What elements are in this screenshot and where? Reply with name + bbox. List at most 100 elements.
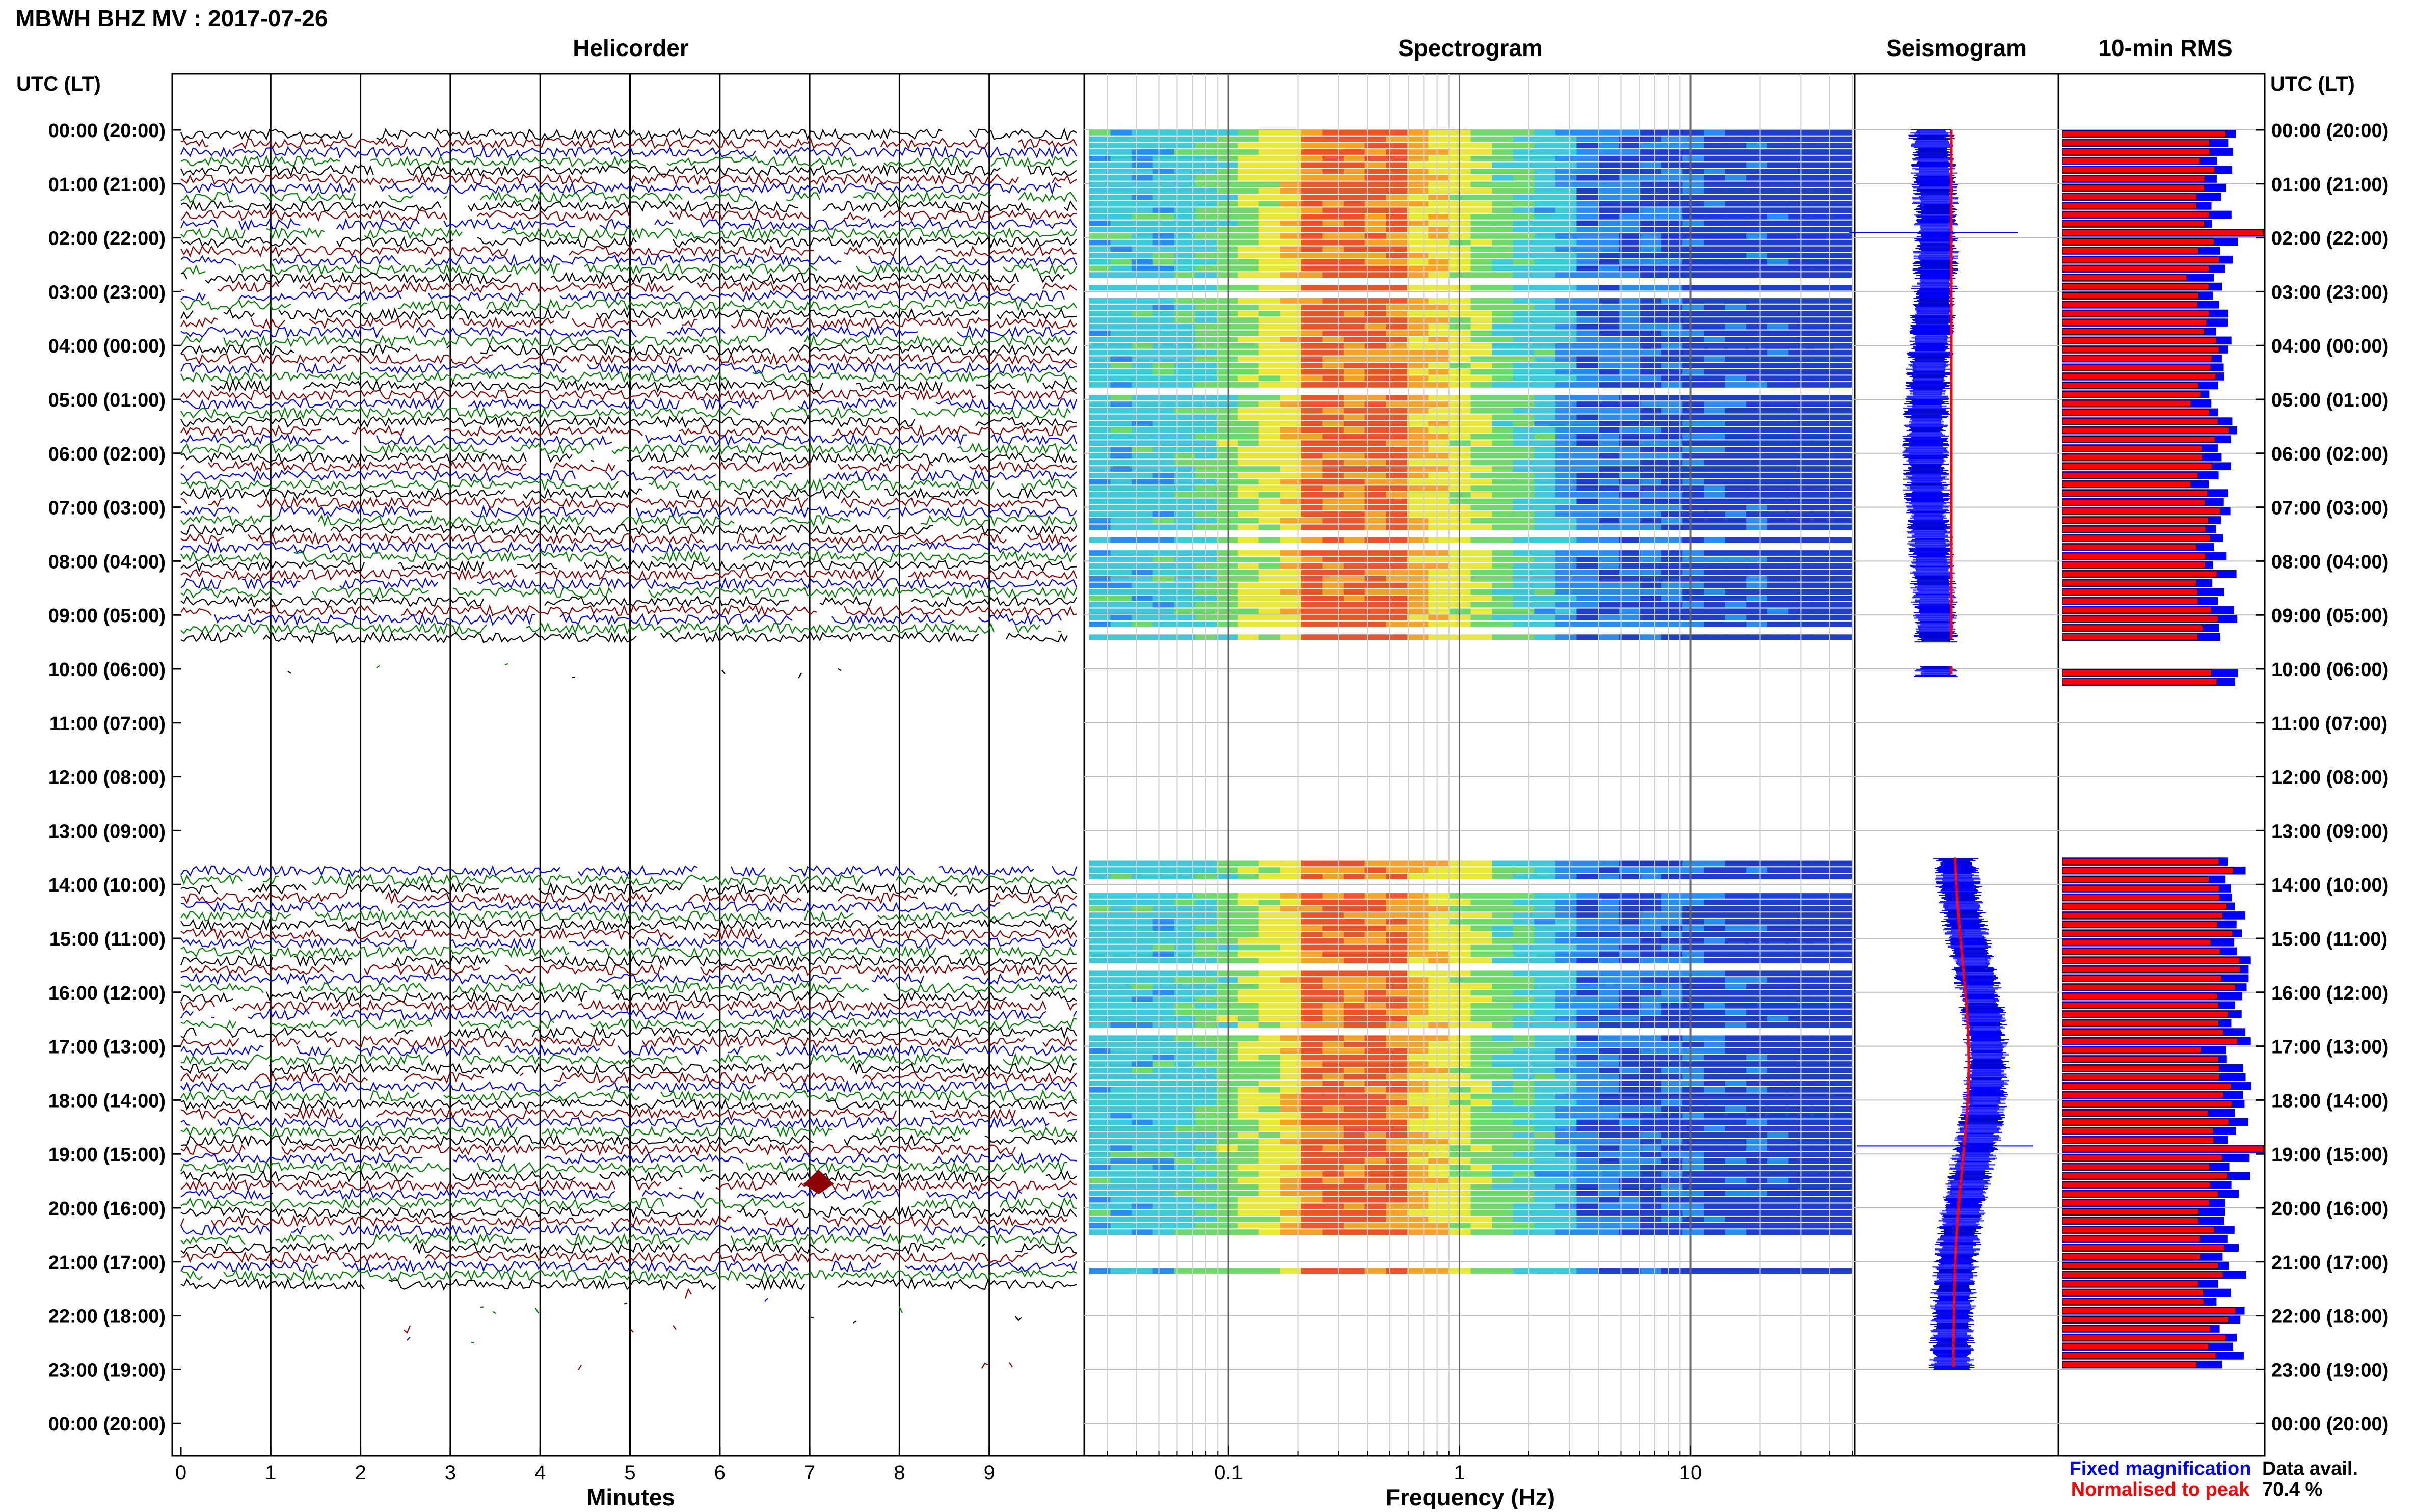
- spectrogram-cell: [1217, 375, 1238, 381]
- spectrogram-cell: [1217, 363, 1238, 368]
- spectrogram-cell: [1153, 1171, 1174, 1177]
- spectrogram-cell: [1301, 440, 1323, 446]
- spectrogram-cell: [1407, 958, 1429, 963]
- helicorder-trace: [856, 264, 979, 274]
- spectrogram-cell: [1619, 1132, 1641, 1138]
- spectrogram-cell: [1555, 453, 1577, 459]
- helicorder-trace: [823, 201, 1031, 211]
- minute-tick-label: 2: [355, 1462, 366, 1484]
- spectrogram-cell: [1598, 1106, 1619, 1112]
- spectrogram-cell: [1301, 1061, 1323, 1067]
- spectrogram-cell: [1217, 971, 1238, 977]
- spectrogram-cell: [1492, 1113, 1513, 1119]
- spectrogram-cell: [1132, 505, 1153, 510]
- spectrogram-cell: [1640, 453, 1661, 459]
- spectrogram-cell: [1619, 900, 1641, 905]
- spectrogram-cell: [1725, 182, 1747, 187]
- spectrogram-cell: [1746, 240, 1767, 246]
- spectrogram-cell: [1259, 1087, 1280, 1093]
- spectrogram-cell: [1598, 369, 1619, 375]
- spectrogram-cell: [1640, 958, 1661, 963]
- spectrogram-cell: [1746, 900, 1767, 905]
- spectrogram-cell: [1450, 996, 1471, 1002]
- spectrogram-cell: [1704, 912, 1725, 918]
- spectrogram-cell: [1555, 479, 1577, 485]
- helicorder-trace: [364, 965, 480, 975]
- spectrogram-cell: [1704, 137, 1725, 142]
- spectrogram-cell: [1576, 492, 1598, 498]
- spectrogram-cell: [1386, 221, 1407, 226]
- spectrogram-cell: [1576, 401, 1598, 407]
- spectrogram-cell: [1450, 1035, 1471, 1041]
- spectrogram-cell: [1471, 466, 1492, 472]
- spectrogram-cell: [1810, 1087, 1831, 1093]
- spectrogram-cell: [1492, 149, 1513, 155]
- spectrogram-cell: [1407, 861, 1429, 867]
- spectrogram-cell: [1640, 557, 1661, 562]
- spectrogram-cell: [1534, 169, 1555, 174]
- spectrogram-cell: [1513, 195, 1535, 200]
- spectrogram-cell: [1725, 311, 1747, 317]
- spectrogram-cell: [1132, 550, 1153, 556]
- helicorder-trace: [526, 624, 994, 634]
- spectrogram-cell: [1471, 576, 1492, 582]
- hour-label-left: 11:00 (07:00): [49, 713, 166, 735]
- spectrogram-cell: [1132, 1074, 1153, 1080]
- spectrogram-cell: [1810, 453, 1831, 459]
- helicorder-trace: [511, 444, 594, 454]
- spectrogram-cell: [1831, 499, 1852, 504]
- spectrogram-cell: [1534, 1068, 1555, 1073]
- spectrogram-cell: [1810, 990, 1831, 996]
- spectrogram-cell: [1238, 188, 1259, 194]
- spectrogram-cell: [1471, 1094, 1492, 1099]
- spectrogram-cell: [1217, 285, 1238, 291]
- spectrogram-cell: [1788, 324, 1810, 330]
- legend-normalised: Normalised to peak: [2071, 1479, 2250, 1500]
- spectrogram-cell: [1682, 305, 1704, 310]
- spectrogram-cell: [1534, 1100, 1555, 1105]
- spectrogram-cell: [1428, 363, 1450, 368]
- spectrogram-cell: [1534, 1145, 1555, 1151]
- spectrogram-cell: [1640, 563, 1661, 569]
- spectrogram-cell: [1831, 253, 1852, 258]
- spectrogram-cell: [1259, 615, 1280, 620]
- spectrogram-cell: [1344, 266, 1365, 272]
- helicorder-trace: [407, 165, 1000, 175]
- spectrogram-cell: [1555, 1035, 1577, 1041]
- spectrogram-cell: [1153, 421, 1174, 426]
- spectrogram-cell: [1534, 563, 1555, 569]
- spectrogram-cell: [1640, 214, 1661, 220]
- spectrogram-cell: [1322, 1081, 1344, 1086]
- spectrogram-cell: [1534, 861, 1555, 867]
- spectrogram-cell: [1682, 874, 1704, 879]
- spectrogram-cell: [1619, 867, 1641, 873]
- spectrogram-cell: [1450, 874, 1471, 879]
- spectrogram-cell: [1217, 622, 1238, 627]
- spectrogram-cell: [1725, 272, 1747, 278]
- spectrogram-cell: [1831, 589, 1852, 595]
- spectrogram-cell: [1704, 182, 1725, 187]
- spectrogram-cell: [1217, 460, 1238, 466]
- spectrogram-cell: [1513, 1126, 1535, 1131]
- spectrogram-cell: [1682, 1158, 1704, 1164]
- spectrogram-cell: [1322, 485, 1344, 491]
- spectrogram-cell: [1831, 1003, 1852, 1009]
- spectrogram-cell: [1831, 149, 1852, 155]
- spectrogram-cell: [1450, 919, 1471, 925]
- spectrogram-cell: [1725, 1094, 1747, 1099]
- spectrogram-cell: [1788, 408, 1810, 414]
- spectrogram-cell: [1132, 434, 1153, 440]
- helicorder-trace: [181, 1236, 245, 1245]
- spectrogram-cell: [1534, 602, 1555, 608]
- spectrogram-cell: [1238, 1055, 1259, 1061]
- spectrogram-cell: [1640, 466, 1661, 472]
- spectrogram-cell: [1238, 945, 1259, 951]
- spectrogram-cell: [1704, 1022, 1725, 1028]
- spectrogram-cell: [1259, 331, 1280, 336]
- spectrogram-cell: [1555, 130, 1577, 136]
- spectrogram-cell: [1301, 130, 1323, 136]
- spectrogram-cell: [1428, 971, 1450, 977]
- spectrogram-cell: [1428, 163, 1450, 168]
- spectrogram-cell: [1111, 557, 1132, 562]
- spectrogram-cell: [1322, 401, 1344, 407]
